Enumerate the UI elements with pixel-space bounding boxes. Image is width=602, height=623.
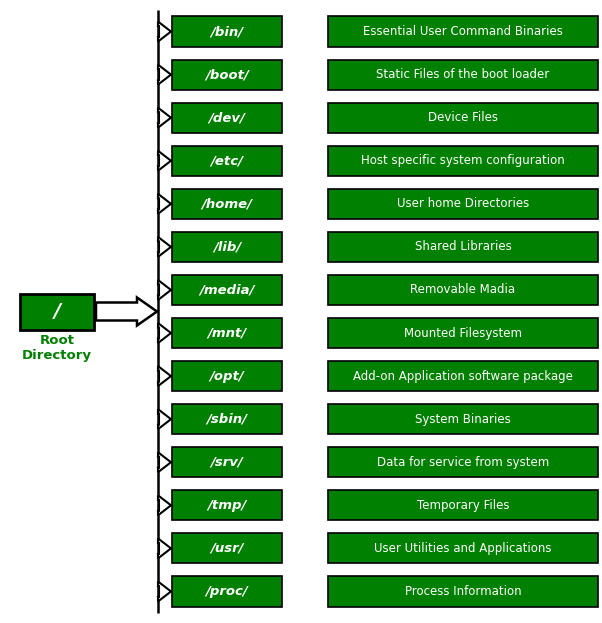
FancyBboxPatch shape <box>328 275 598 305</box>
FancyBboxPatch shape <box>172 361 282 391</box>
FancyBboxPatch shape <box>172 189 282 219</box>
Text: Add-on Application software package: Add-on Application software package <box>353 369 573 383</box>
Text: /: / <box>54 302 61 321</box>
Text: /srv/: /srv/ <box>211 456 243 468</box>
Text: Removable Madia: Removable Madia <box>411 283 515 297</box>
FancyBboxPatch shape <box>328 189 598 219</box>
FancyBboxPatch shape <box>328 533 598 563</box>
Polygon shape <box>96 298 157 325</box>
Polygon shape <box>158 581 171 601</box>
Polygon shape <box>158 538 171 558</box>
Polygon shape <box>158 452 171 472</box>
Polygon shape <box>158 151 171 171</box>
FancyBboxPatch shape <box>328 490 598 520</box>
FancyBboxPatch shape <box>328 447 598 477</box>
FancyBboxPatch shape <box>172 60 282 90</box>
Text: /etc/: /etc/ <box>211 155 243 167</box>
Text: User Utilities and Applications: User Utilities and Applications <box>374 542 552 555</box>
FancyBboxPatch shape <box>172 404 282 434</box>
Text: Essential User Command Binaries: Essential User Command Binaries <box>363 25 563 38</box>
Text: /home/: /home/ <box>202 197 252 211</box>
Polygon shape <box>158 108 171 128</box>
FancyBboxPatch shape <box>328 404 598 434</box>
FancyBboxPatch shape <box>172 576 282 607</box>
Text: /tmp/: /tmp/ <box>207 499 247 512</box>
Polygon shape <box>158 237 171 257</box>
Text: /bin/: /bin/ <box>211 25 244 38</box>
Text: Mounted Filesystem: Mounted Filesystem <box>404 326 522 340</box>
Text: User home Directories: User home Directories <box>397 197 529 211</box>
FancyBboxPatch shape <box>172 447 282 477</box>
FancyBboxPatch shape <box>328 576 598 607</box>
Text: System Binaries: System Binaries <box>415 412 511 426</box>
Text: /dev/: /dev/ <box>208 111 246 124</box>
FancyBboxPatch shape <box>172 533 282 563</box>
Text: Shared Libraries: Shared Libraries <box>415 240 511 254</box>
FancyBboxPatch shape <box>328 232 598 262</box>
FancyBboxPatch shape <box>328 103 598 133</box>
FancyBboxPatch shape <box>172 103 282 133</box>
Text: /usr/: /usr/ <box>210 542 244 555</box>
FancyBboxPatch shape <box>328 361 598 391</box>
Polygon shape <box>158 280 171 300</box>
FancyBboxPatch shape <box>172 490 282 520</box>
Polygon shape <box>158 366 171 386</box>
FancyBboxPatch shape <box>172 16 282 47</box>
Polygon shape <box>158 409 171 429</box>
Text: Temporary Files: Temporary Files <box>417 499 509 512</box>
Text: /proc/: /proc/ <box>206 585 249 598</box>
FancyBboxPatch shape <box>172 146 282 176</box>
Text: /opt/: /opt/ <box>209 369 244 383</box>
FancyBboxPatch shape <box>328 146 598 176</box>
Text: /media/: /media/ <box>199 283 255 297</box>
Polygon shape <box>158 495 171 515</box>
Text: Process Information: Process Information <box>405 585 521 598</box>
Text: /boot/: /boot/ <box>205 68 249 81</box>
FancyBboxPatch shape <box>328 16 598 47</box>
Text: Root
Directory: Root Directory <box>22 335 92 363</box>
Text: Host specific system configuration: Host specific system configuration <box>361 155 565 167</box>
Text: Data for service from system: Data for service from system <box>377 456 549 468</box>
FancyBboxPatch shape <box>172 318 282 348</box>
FancyBboxPatch shape <box>328 60 598 90</box>
Text: Device Files: Device Files <box>428 111 498 124</box>
FancyBboxPatch shape <box>328 318 598 348</box>
FancyBboxPatch shape <box>172 275 282 305</box>
Polygon shape <box>158 65 171 85</box>
Text: /mnt/: /mnt/ <box>207 326 247 340</box>
Polygon shape <box>158 22 171 42</box>
Polygon shape <box>158 194 171 214</box>
Text: Static Files of the boot loader: Static Files of the boot loader <box>376 68 550 81</box>
Polygon shape <box>158 323 171 343</box>
FancyBboxPatch shape <box>172 232 282 262</box>
Text: /lib/: /lib/ <box>213 240 241 254</box>
FancyBboxPatch shape <box>20 293 94 330</box>
Text: /sbin/: /sbin/ <box>206 412 247 426</box>
